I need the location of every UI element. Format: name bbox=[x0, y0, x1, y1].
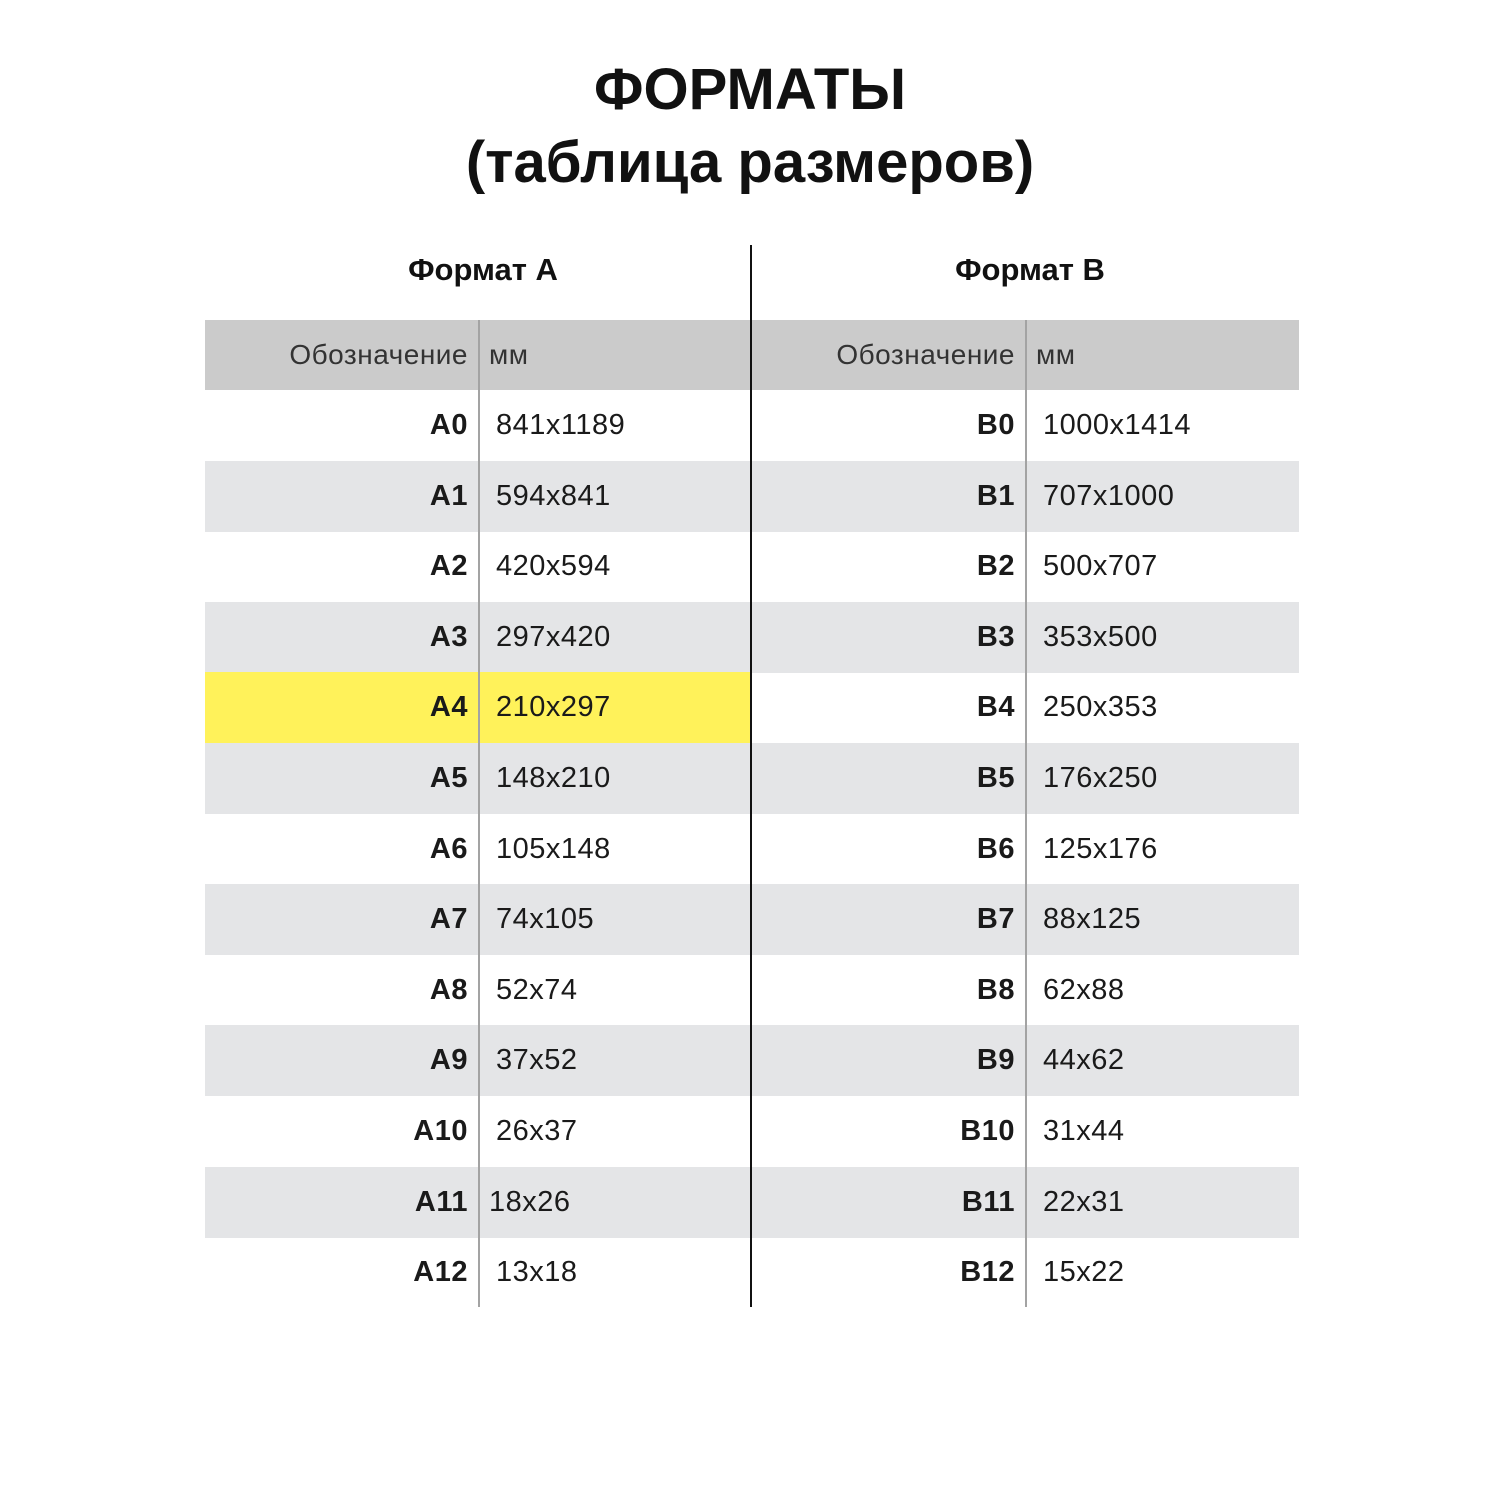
designation-b: B3 bbox=[976, 620, 1015, 653]
size-b: 250x353 bbox=[1043, 691, 1158, 724]
designation-a: A4 bbox=[429, 691, 468, 724]
size-b: 15x22 bbox=[1043, 1256, 1125, 1289]
size-a: 420x594 bbox=[496, 550, 611, 583]
size-a: 148x210 bbox=[496, 762, 611, 794]
designation-b: B5 bbox=[976, 762, 1015, 794]
table-row: A3 297x420 B3 353x500 bbox=[205, 601, 1299, 673]
designation-b: B2 bbox=[976, 550, 1015, 583]
designation-a: A10 bbox=[413, 1115, 468, 1147]
size-b: 500x707 bbox=[1043, 550, 1158, 583]
page-title: ФОРМАТЫ bbox=[593, 57, 907, 122]
table-row: A0 841x1189 B0 1000x1414 bbox=[205, 390, 1299, 461]
header-mm-b: мм bbox=[1036, 339, 1076, 370]
designation-b: B8 bbox=[976, 973, 1015, 1006]
format-b-heading: Формат В bbox=[955, 252, 1105, 287]
designation-b: B9 bbox=[976, 1044, 1015, 1077]
size-a: 210x297 bbox=[496, 691, 611, 724]
table-row: A2 420x594 B2 500x707 bbox=[205, 531, 1299, 602]
designation-b: B12 bbox=[960, 1256, 1015, 1289]
size-b: 44x62 bbox=[1043, 1044, 1125, 1077]
table-row: A9 37x52 B9 44x62 bbox=[205, 1025, 1299, 1097]
size-a: 13x18 bbox=[496, 1256, 578, 1289]
size-b: 125x176 bbox=[1043, 832, 1158, 865]
designation-b: B0 bbox=[976, 409, 1015, 441]
table-row: A11 18x26 B11 22x31 bbox=[205, 1166, 1299, 1238]
column-divider bbox=[1025, 320, 1027, 1307]
table-header: Обозначение мм Обозначение мм bbox=[205, 320, 1299, 390]
designation-b: B11 bbox=[961, 1185, 1015, 1218]
designation-a: A3 bbox=[429, 620, 468, 653]
size-b: 707x1000 bbox=[1043, 479, 1175, 512]
header-designation-a: Обозначение bbox=[289, 339, 468, 370]
designation-a: A6 bbox=[429, 832, 468, 865]
designation-a: A11 bbox=[414, 1185, 468, 1218]
size-b: 22x31 bbox=[1043, 1185, 1125, 1218]
designation-a: A9 bbox=[429, 1044, 468, 1077]
table-row: A4 210x297 B4 250x353 bbox=[205, 672, 1299, 744]
table-row: A1 594x841 B1 707x1000 bbox=[205, 460, 1299, 532]
designation-b: B7 bbox=[976, 903, 1015, 936]
designation-a: A12 bbox=[413, 1256, 468, 1289]
designation-a: A7 bbox=[429, 903, 468, 936]
designation-b: B1 bbox=[976, 479, 1015, 512]
designation-a: A5 bbox=[429, 762, 468, 794]
designation-b: B6 bbox=[976, 832, 1015, 865]
table-row: A12 13x18 B12 15x22 bbox=[205, 1237, 1299, 1308]
size-b: 31x44 bbox=[1043, 1115, 1125, 1147]
table-row: A7 74x105 B7 88x125 bbox=[205, 884, 1299, 956]
designation-a: A1 bbox=[429, 479, 468, 512]
size-a: 37x52 bbox=[496, 1044, 578, 1077]
designation-b: B4 bbox=[976, 691, 1015, 724]
table-row: A10 26x37 B10 31x44 bbox=[205, 1096, 1299, 1167]
size-a: 18x26 bbox=[489, 1185, 571, 1218]
column-divider bbox=[478, 320, 480, 1307]
size-a: 105x148 bbox=[496, 832, 611, 865]
table-row: A8 52x74 B8 62x88 bbox=[205, 955, 1299, 1026]
format-a-heading: Формат А bbox=[408, 252, 558, 287]
page-subtitle: (таблица размеров) bbox=[465, 130, 1035, 195]
size-a: 594x841 bbox=[496, 479, 611, 512]
size-a: 52x74 bbox=[496, 973, 578, 1006]
table-row: A6 105x148 B6 125x176 bbox=[205, 814, 1299, 885]
table-row: A5 148x210 B5 176x250 bbox=[205, 743, 1299, 814]
header-mm-a: мм bbox=[489, 339, 529, 370]
designation-a: A8 bbox=[429, 973, 468, 1006]
header-designation-b: Обозначение bbox=[836, 339, 1015, 370]
designation-a: A2 bbox=[429, 550, 468, 583]
size-b: 1000x1414 bbox=[1043, 409, 1192, 441]
size-a: 841x1189 bbox=[496, 409, 626, 441]
designation-b: B10 bbox=[960, 1115, 1015, 1147]
size-b: 88x125 bbox=[1043, 903, 1142, 936]
size-a: 74x105 bbox=[496, 903, 595, 936]
size-b: 176x250 bbox=[1043, 762, 1158, 794]
size-a: 297x420 bbox=[496, 620, 611, 653]
size-b: 353x500 bbox=[1043, 620, 1158, 653]
designation-a: A0 bbox=[429, 409, 468, 441]
size-a: 26x37 bbox=[496, 1115, 578, 1147]
size-b: 62x88 bbox=[1043, 973, 1125, 1006]
center-divider bbox=[750, 245, 752, 1307]
